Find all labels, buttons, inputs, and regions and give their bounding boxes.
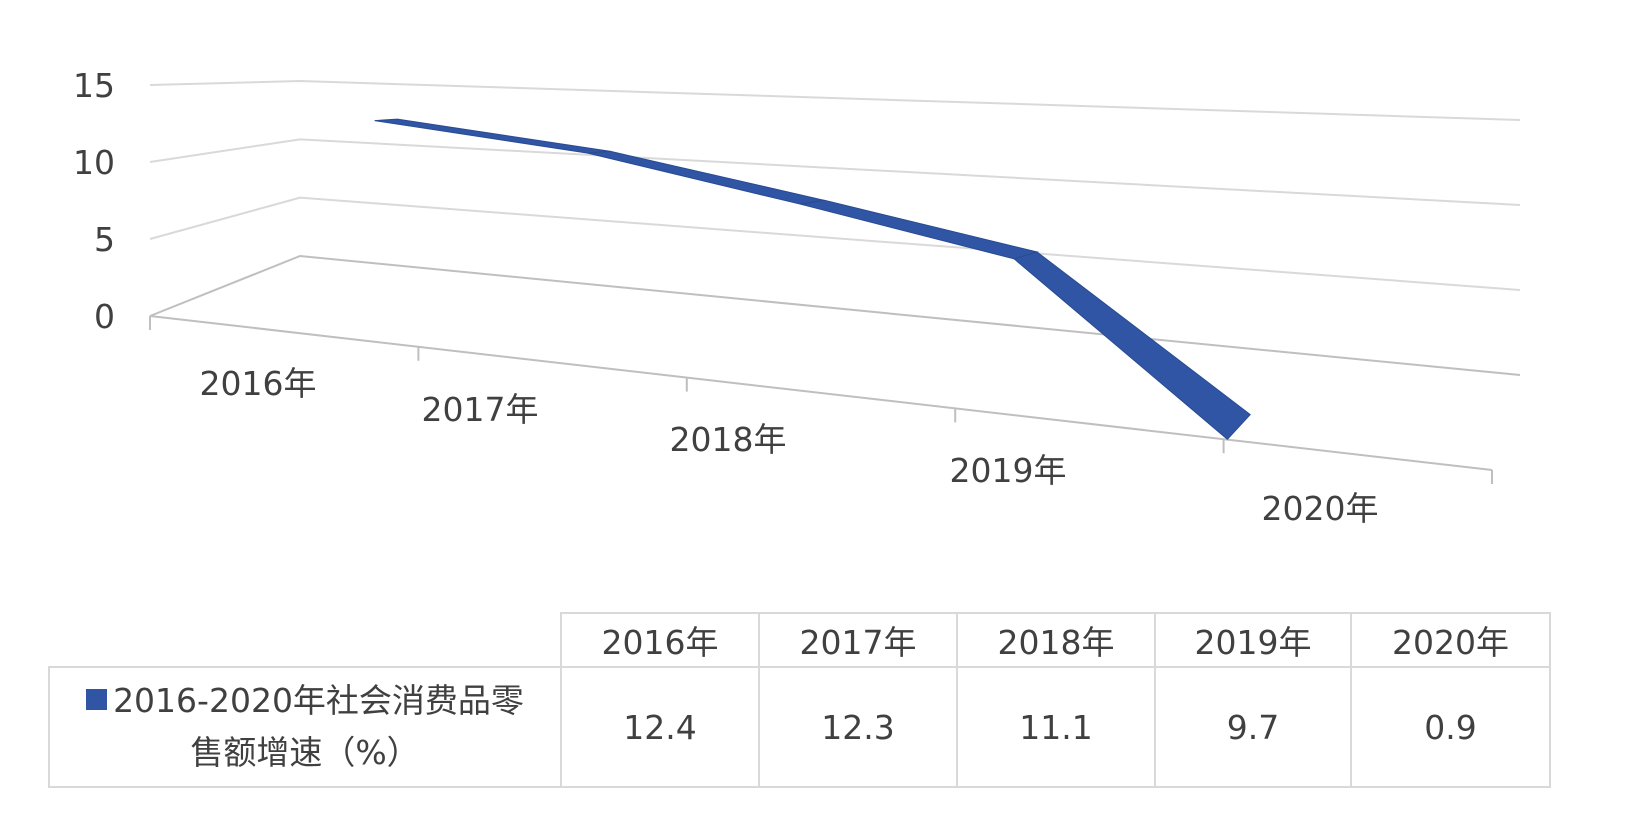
- data-table-header-row: 2016年 2017年 2018年 2019年 2020年: [49, 612, 1551, 668]
- data-table-series-name: 2016-2020年社会消费品零 售额增速（%）: [48, 666, 562, 788]
- x-tick-label: 2019年: [950, 451, 1067, 490]
- data-table-corner: [49, 613, 562, 668]
- series-segment: [587, 150, 824, 205]
- x-axis-line: [149, 315, 1493, 471]
- series-segment: [800, 199, 1039, 260]
- legend-key-icon: [86, 689, 108, 710]
- data-table-series-row: 2016-2020年社会消费品零 售额增速（%） 12.4 12.3 11.1 …: [48, 666, 1551, 788]
- y-tick-label: 0: [94, 297, 115, 336]
- y-tick-label: 5: [94, 220, 115, 259]
- data-table-header-2020: 2020年: [1350, 612, 1551, 668]
- data-table-value-2018: 11.1: [956, 666, 1156, 788]
- series-segment: [1013, 251, 1251, 440]
- data-table-value-2020: 0.9: [1350, 666, 1551, 788]
- series-segment: [374, 118, 611, 154]
- x-tick-label: 2018年: [670, 420, 787, 459]
- y-tick-label: 15: [73, 66, 115, 105]
- gridline: [149, 196, 1521, 291]
- series-name-line2: 售额增速（%）: [190, 733, 420, 772]
- gridline: [149, 138, 1521, 206]
- data-table-header-2018: 2018年: [956, 612, 1156, 668]
- data-table-header-2016: 2016年: [560, 612, 760, 668]
- gridline: [149, 79, 1521, 121]
- x-tick-label: 2020年: [1262, 489, 1379, 528]
- data-table-header-2019: 2019年: [1154, 612, 1352, 668]
- data-table-value-2016: 12.4: [560, 666, 760, 788]
- x-tick-label: 2017年: [422, 390, 539, 429]
- y-tick-label: 10: [73, 143, 115, 182]
- data-table-header-2017: 2017年: [758, 612, 958, 668]
- data-table-value-2017: 12.3: [758, 666, 958, 788]
- series-name-line1: 2016-2020年社会消费品零: [113, 681, 524, 720]
- data-table-value-2019: 9.7: [1154, 666, 1352, 788]
- x-tick-label: 2016年: [200, 364, 317, 403]
- data-table: 2016年 2017年 2018年 2019年 2020年 2016-2020年…: [48, 612, 1551, 788]
